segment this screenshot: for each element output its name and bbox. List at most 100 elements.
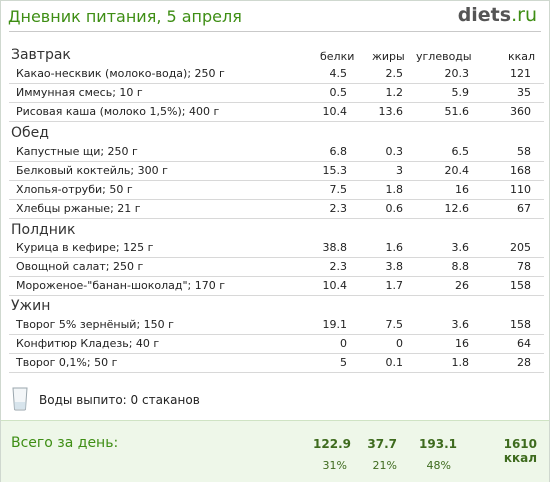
kcal-value: 35 — [517, 86, 531, 99]
fat-value: 13.6 — [378, 105, 404, 118]
column-header-carbs: углеводы — [416, 50, 472, 63]
food-name: Хлебцы ржаные; 21 г — [16, 202, 141, 215]
fat-value: 1.8 — [385, 183, 404, 196]
kcal-value: 158 — [510, 318, 531, 331]
kcal-value: 58 — [517, 145, 531, 158]
page-title: Дневник питания, 5 апреля — [8, 7, 242, 26]
food-name: Мороженое-"банан-шоколад"; 170 г — [16, 279, 226, 292]
food-name: Творог 0,1%; 50 г — [16, 356, 118, 369]
site-logo[interactable]: diets.ru — [458, 4, 537, 26]
food-name: Иммунная смесь; 10 г — [16, 86, 143, 99]
kcal-value: 121 — [510, 67, 531, 80]
table-row[interactable]: Овощной салат; 250 г 2.3 3.8 8.8 78 — [9, 258, 544, 277]
table-row[interactable]: Хлопья-отруби; 50 г 7.5 1.8 16 110 — [9, 181, 544, 200]
fat-value: 7.5 — [385, 318, 404, 331]
carbs-value: 16 — [455, 183, 469, 196]
table-row[interactable]: Конфитюр Кладезь; 40 г 0 0 16 64 — [9, 335, 544, 354]
fat-value: 3.8 — [385, 260, 404, 273]
carbs-value: 20.3 — [444, 67, 470, 80]
daily-total: Всего за день: 122.9 37.7 193.1 1610 кка… — [1, 420, 549, 482]
table-row[interactable]: Иммунная смесь; 10 г 0.5 1.2 5.9 35 — [9, 84, 544, 103]
kcal-value: 28 — [517, 356, 531, 369]
kcal-value: 360 — [510, 105, 531, 118]
food-name: Хлопья-отруби; 50 г — [16, 183, 133, 196]
total-fat: 37.7 — [367, 437, 397, 451]
protein-value: 7.5 — [329, 183, 348, 196]
protein-percent: 31% — [322, 459, 347, 472]
fat-value: 1.7 — [385, 279, 404, 292]
food-name: Какао-несквик (молоко-вода); 250 г — [16, 67, 225, 80]
carbs-value: 3.6 — [451, 318, 470, 331]
table-row[interactable]: Белковый коктейль; 300 г 15.3 3 20.4 168 — [9, 162, 544, 181]
kcal-value: 158 — [510, 279, 531, 292]
protein-value: 38.8 — [322, 241, 348, 254]
fat-value: 1.6 — [385, 241, 404, 254]
logo-tld: .ru — [511, 4, 537, 26]
protein-value: 0 — [340, 337, 347, 350]
table-row[interactable]: Капустные щи; 250 г 6.8 0.3 6.5 58 — [9, 143, 544, 162]
food-name: Конфитюр Кладезь; 40 г — [16, 337, 160, 350]
water-counter[interactable]: Воды выпито: 0 стаканов — [11, 387, 200, 414]
column-header-protein: белки — [320, 50, 355, 63]
header-divider — [9, 31, 541, 32]
protein-value: 15.3 — [322, 164, 348, 177]
kcal-value: 64 — [517, 337, 531, 350]
kcal-value: 67 — [517, 202, 531, 215]
meal-title-snack: Полдник — [11, 222, 76, 238]
carbs-value: 8.8 — [451, 260, 470, 273]
table-row[interactable]: Творог 0,1%; 50 г 5 0.1 1.8 28 — [9, 354, 544, 373]
protein-value: 6.8 — [329, 145, 348, 158]
carbs-value: 26 — [455, 279, 469, 292]
protein-value: 5 — [340, 356, 347, 369]
table-row[interactable]: Творог 5% зернёный; 150 г 19.1 7.5 3.6 1… — [9, 316, 544, 335]
kcal-value: 168 — [510, 164, 531, 177]
carbs-value: 16 — [455, 337, 469, 350]
column-header-kcal: ккал — [508, 50, 536, 63]
food-name: Рисовая каша (молоко 1,5%); 400 г — [16, 105, 220, 118]
protein-value: 10.4 — [322, 279, 348, 292]
food-name: Творог 5% зернёный; 150 г — [16, 318, 174, 331]
kcal-value: 205 — [510, 241, 531, 254]
carbs-value: 12.6 — [444, 202, 470, 215]
fat-value: 0 — [396, 337, 403, 350]
column-header-fat: жиры — [372, 50, 405, 63]
meal-title-breakfast: Завтрак — [11, 47, 71, 63]
fat-value: 0.6 — [385, 202, 404, 215]
total-protein: 122.9 — [313, 437, 351, 451]
protein-value: 2.3 — [329, 202, 348, 215]
food-name: Овощной салат; 250 г — [16, 260, 144, 273]
food-name: Капустные щи; 250 г — [16, 145, 138, 158]
table-row[interactable]: Какао-несквик (молоко-вода); 250 г 4.5 2… — [9, 65, 544, 84]
fat-percent: 21% — [372, 459, 397, 472]
carbs-value: 1.8 — [451, 356, 470, 369]
meal-title-lunch: Обед — [11, 125, 49, 141]
table-row[interactable]: Рисовая каша (молоко 1,5%); 400 г 10.4 1… — [9, 103, 544, 122]
fat-value: 3 — [396, 164, 403, 177]
protein-value: 0.5 — [329, 86, 348, 99]
kcal-value: 110 — [510, 183, 531, 196]
carbs-value: 51.6 — [444, 105, 470, 118]
total-carbs: 193.1 — [419, 437, 457, 451]
table-row[interactable]: Мороженое-"банан-шоколад"; 170 г 10.4 1.… — [9, 277, 544, 296]
protein-value: 10.4 — [322, 105, 348, 118]
glass-icon — [12, 387, 28, 411]
table-row[interactable]: Хлебцы ржаные; 21 г 2.3 0.6 12.6 67 — [9, 200, 544, 219]
kcal-value: 78 — [517, 260, 531, 273]
total-label: Всего за день: — [11, 435, 119, 451]
protein-value: 4.5 — [329, 67, 348, 80]
meal-title-dinner: Ужин — [11, 298, 51, 314]
carbs-percent: 48% — [426, 459, 451, 472]
carbs-value: 5.9 — [451, 86, 470, 99]
carbs-value: 3.6 — [451, 241, 470, 254]
fat-value: 1.2 — [385, 86, 404, 99]
carbs-value: 6.5 — [451, 145, 470, 158]
total-kcal: 1610 ккал — [503, 437, 537, 465]
food-name: Белковый коктейль; 300 г — [16, 164, 168, 177]
table-row[interactable]: Курица в кефире; 125 г 38.8 1.6 3.6 205 — [9, 239, 544, 258]
carbs-value: 20.4 — [444, 164, 470, 177]
protein-value: 2.3 — [329, 260, 348, 273]
water-label: Воды выпито: 0 стаканов — [39, 393, 200, 407]
fat-value: 0.1 — [385, 356, 404, 369]
fat-value: 2.5 — [385, 67, 404, 80]
